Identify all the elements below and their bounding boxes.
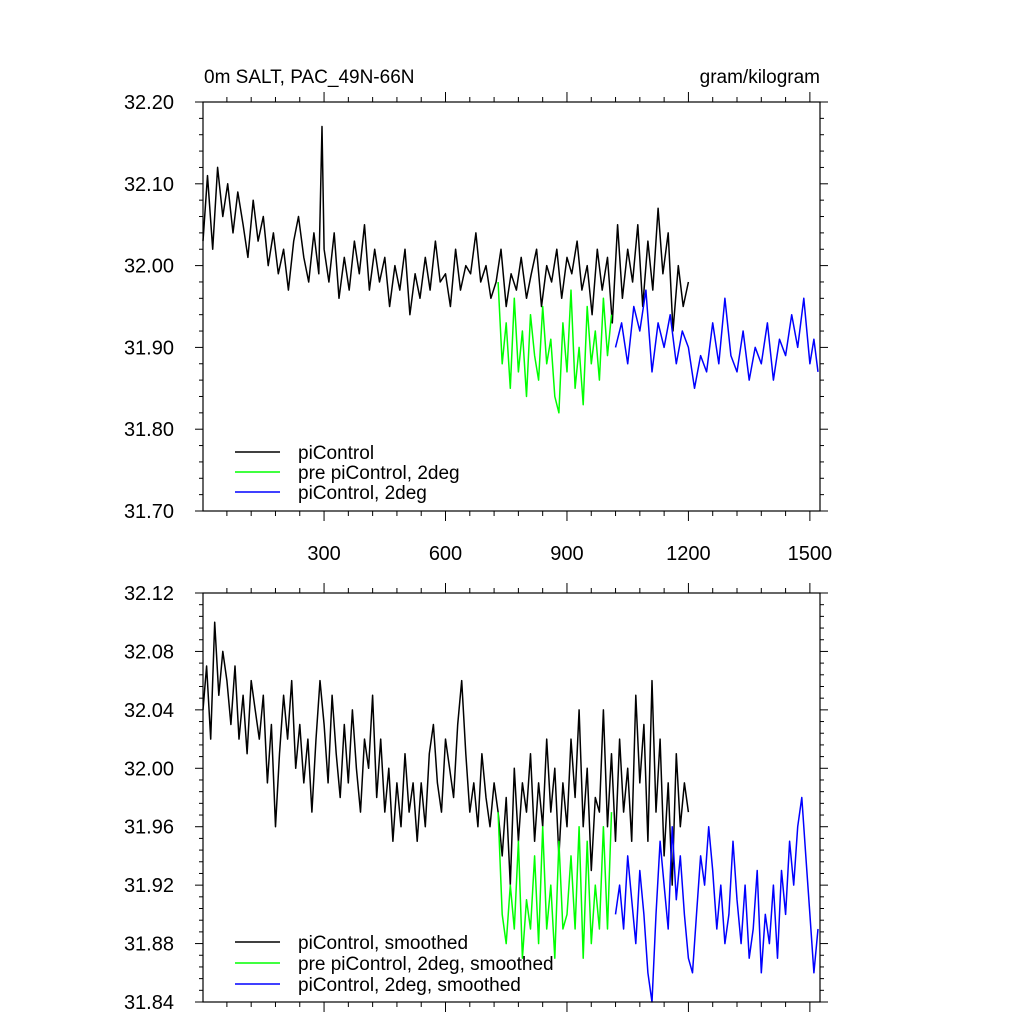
bottom-panel-series: [202, 621, 819, 1003]
series-line-1: [497, 812, 613, 959]
legend-label-2: piControl, 2deg, smoothed: [298, 975, 521, 996]
legend-label-1: pre piControl, 2deg, smoothed: [298, 954, 554, 975]
bottom-panel-ticks: [195, 583, 828, 1012]
top-panel-y-tick-labels: 31.70 31.80 31.90 32.00 32.10 32.20: [124, 92, 174, 523]
legend-label-0: piControl: [298, 443, 374, 464]
top-panel-series: [202, 125, 819, 414]
bottom-panel-y-tick-labels: 31.84 31.88 31.92 31.96 32.00 32.04 32.08 32.12: [124, 583, 174, 1014]
top-panel-x-tick-labels: 300 600 900 1200 1500: [307, 543, 832, 565]
series-line-2: [614, 289, 819, 390]
y-tick-label: 31.88: [124, 934, 174, 956]
legend-label-1: pre piControl, 2deg: [298, 463, 460, 484]
series-line-2: [614, 796, 819, 1003]
top-panel-frame: [202, 101, 821, 512]
x-tick-label: 600: [429, 543, 462, 565]
legend-label-2: piControl, 2deg: [298, 483, 427, 504]
x-tick-label: 900: [550, 543, 583, 565]
y-tick-label: 32.10: [124, 174, 174, 196]
y-tick-label: 31.70: [124, 501, 174, 523]
top-panel-title: 0m SALT, PAC_49N-66N: [204, 67, 415, 88]
legend-label-0: piControl, smoothed: [298, 933, 468, 954]
series-line-0: [202, 621, 690, 886]
y-tick-label: 32.12: [124, 583, 174, 605]
top-panel-units: gram/kilogram: [700, 67, 820, 88]
bottom-panel-frame: [202, 592, 821, 1003]
y-tick-label: 32.00: [124, 758, 174, 780]
y-tick-label: 32.04: [124, 700, 174, 722]
bottom-panel: 31.84 31.88 31.92 31.96 32.00 32.04 32.08 32.12…: [124, 583, 828, 1014]
y-tick-label: 32.00: [124, 256, 174, 278]
y-tick-label: 32.08: [124, 641, 174, 663]
y-tick-label: 31.80: [124, 419, 174, 441]
y-tick-label: 31.84: [124, 992, 174, 1014]
y-tick-label: 32.20: [124, 92, 174, 114]
top-panel: 0m SALT, PAC_49N-66N gram/kilogram 31.70…: [124, 67, 832, 565]
top-panel-ticks: [195, 92, 828, 521]
series-line-1: [497, 281, 613, 414]
x-tick-label: 1500: [788, 543, 833, 565]
y-tick-label: 31.90: [124, 337, 174, 359]
y-tick-label: 31.92: [124, 875, 174, 897]
y-tick-label: 31.96: [124, 817, 174, 839]
x-tick-label: 300: [307, 543, 340, 565]
x-tick-label: 1200: [666, 543, 711, 565]
series-line-0: [202, 125, 690, 332]
